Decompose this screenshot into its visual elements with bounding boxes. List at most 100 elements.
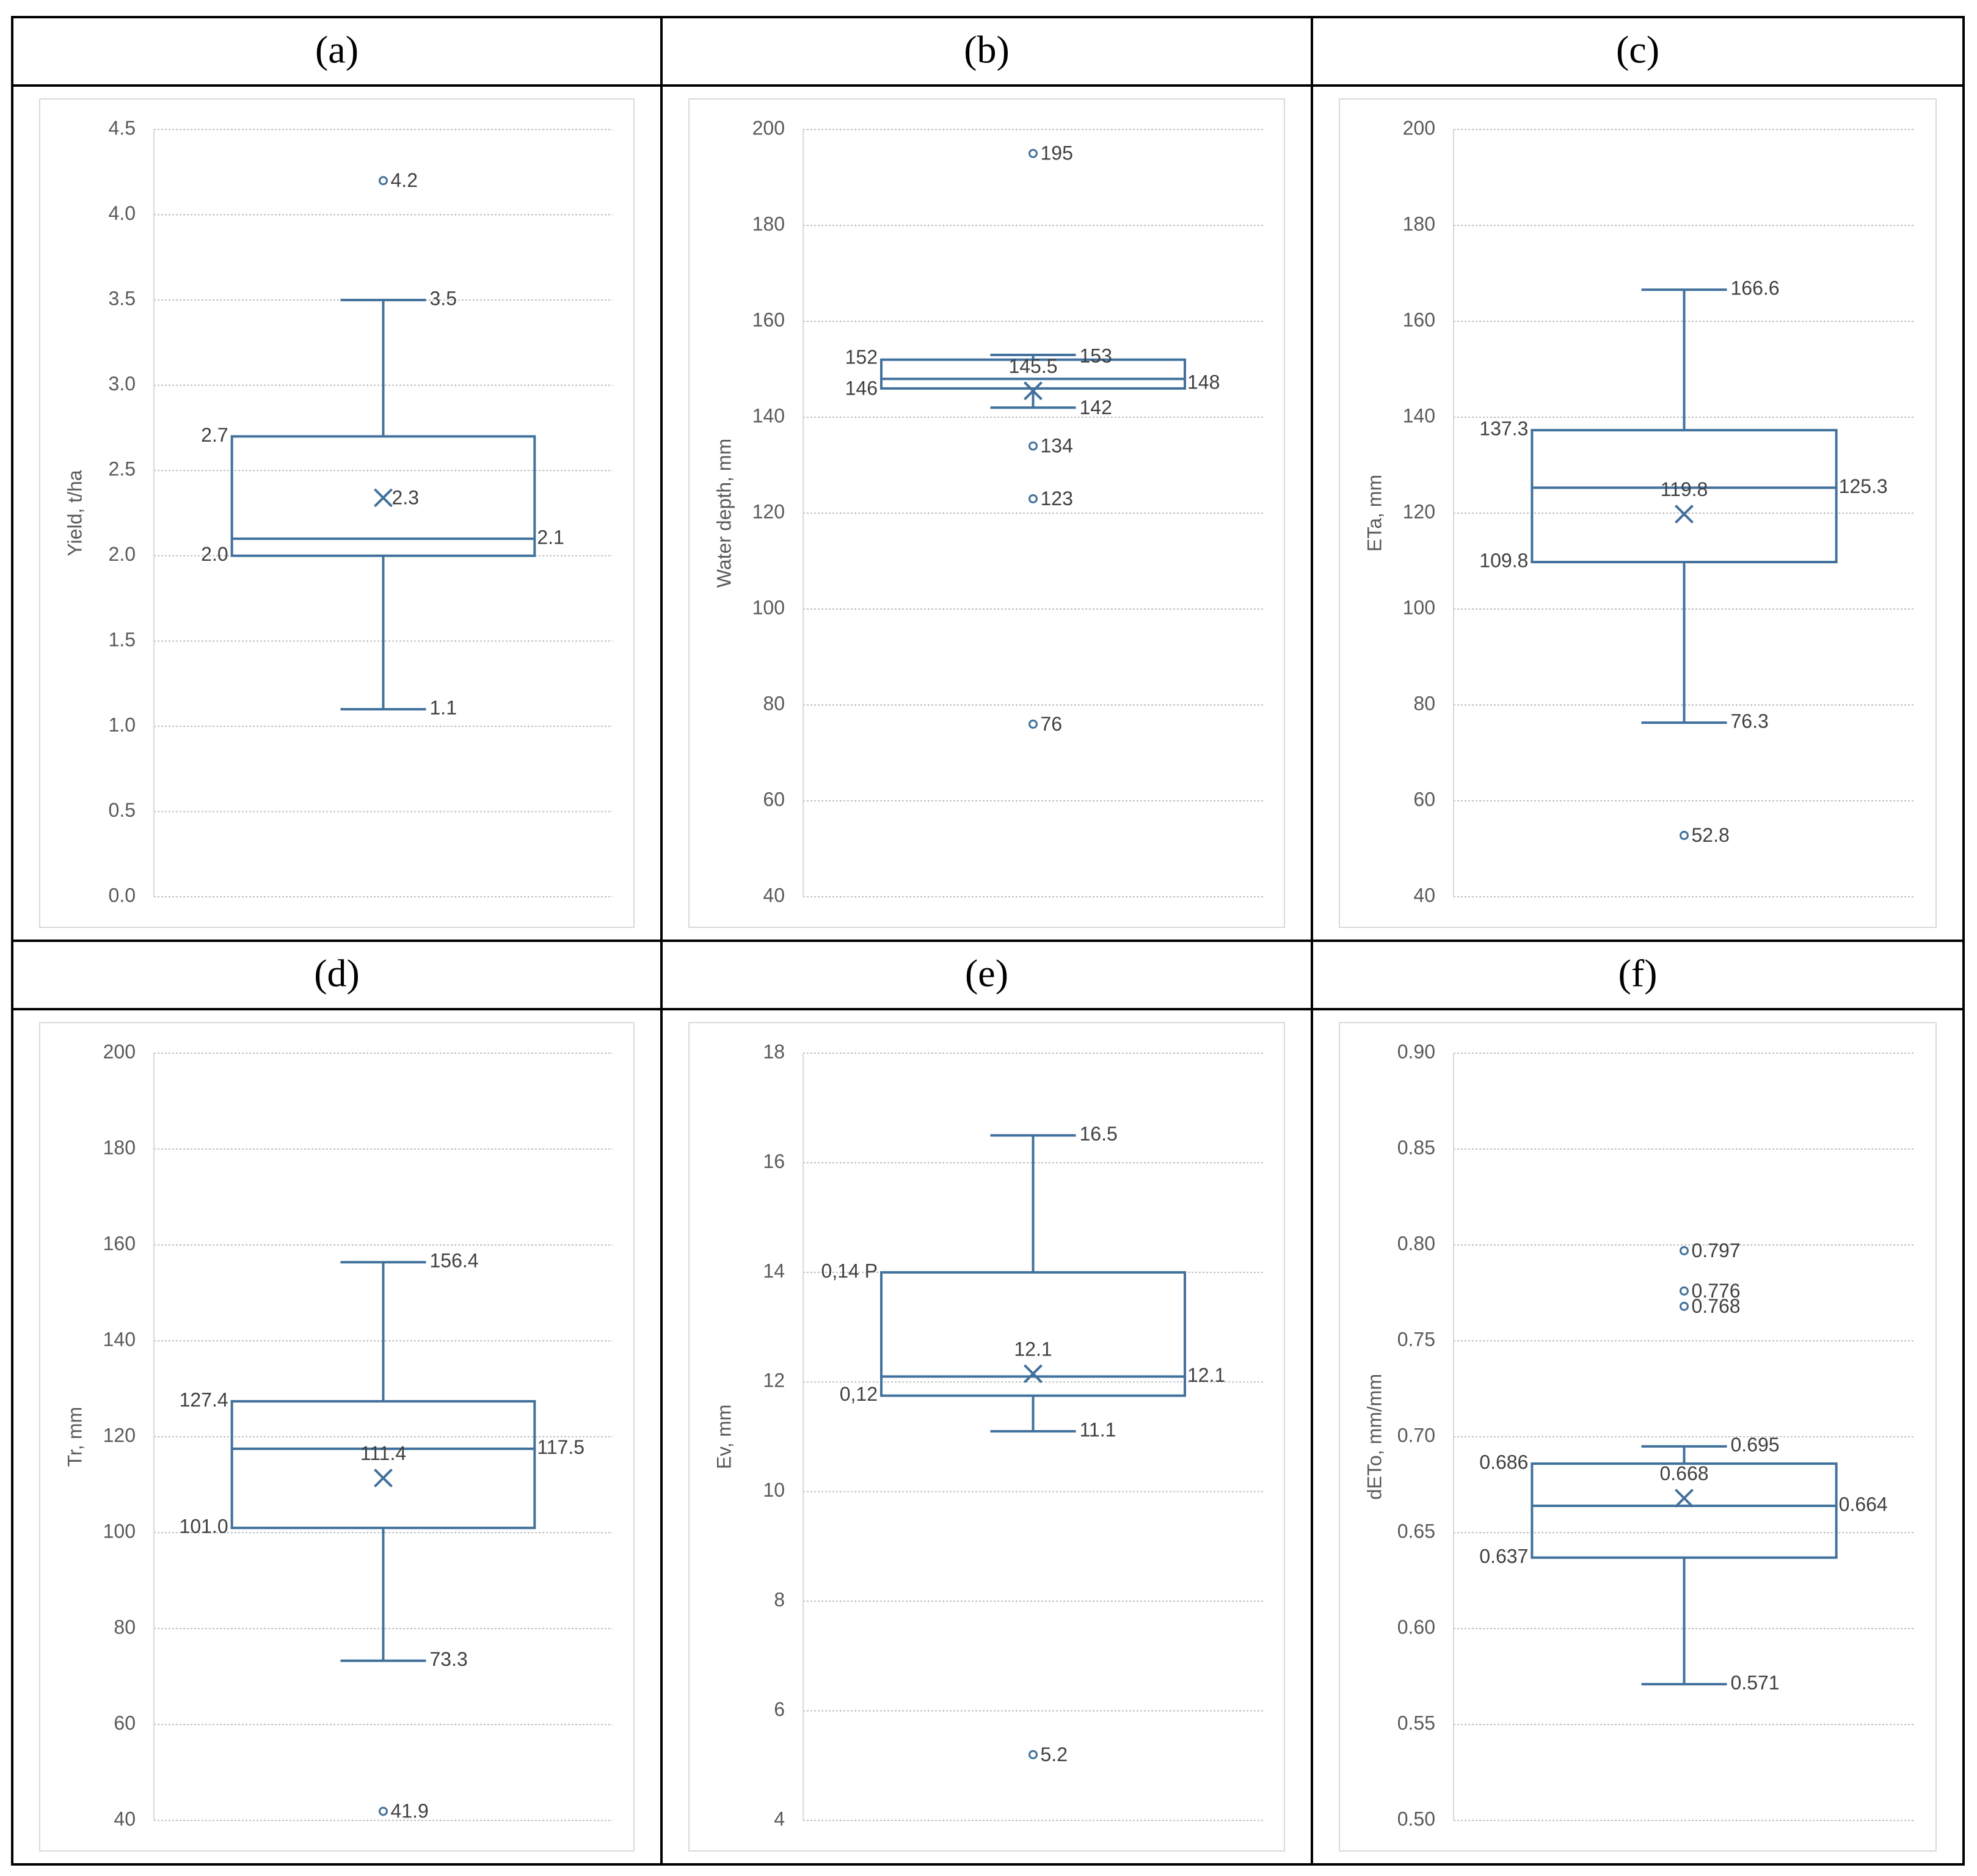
y-tick-label: 40 (114, 1808, 136, 1830)
y-tick-label: 8 (774, 1589, 785, 1611)
y-axis-title: Tr, mm (64, 1407, 86, 1467)
y-tick-label: 180 (752, 213, 785, 235)
y-tick-label: 4.5 (109, 117, 136, 139)
y-tick-label: 3.5 (109, 288, 136, 310)
whisker-low-label: 73.3 (430, 1648, 468, 1670)
y-tick-label: 160 (103, 1232, 136, 1254)
y-tick-label: 10 (763, 1479, 785, 1501)
y-tick-label: 0.80 (1397, 1232, 1435, 1254)
y-tick-label: 120 (103, 1424, 136, 1446)
q1-label: 0,12 (840, 1383, 878, 1405)
q3-label: 152 (845, 346, 878, 368)
outlier-label: 134 (1041, 435, 1073, 457)
q3-label: 2.7 (201, 424, 228, 446)
iqr-box (880, 1271, 1186, 1397)
q1-label: 2.0 (201, 543, 228, 565)
whisker-high-label: 3.5 (430, 288, 457, 310)
y-tick-label: 0.50 (1397, 1808, 1435, 1830)
outlier-label: 0.797 (1692, 1239, 1741, 1261)
y-tick-label: 120 (752, 500, 785, 522)
outlier-label: 5.2 (1041, 1743, 1068, 1765)
whisker-high-label: 16.5 (1080, 1123, 1118, 1145)
y-tick-label: 60 (1413, 788, 1435, 810)
iqr-box (230, 435, 536, 557)
outlier-label: 123 (1041, 487, 1073, 509)
outlier-label: 41.9 (391, 1800, 429, 1822)
outlier-point (379, 1806, 388, 1816)
median-label: 148 (1187, 371, 1220, 393)
outlier-point (1029, 441, 1038, 451)
mean-label: 0.668 (1659, 1462, 1708, 1484)
q3-label: 0.686 (1479, 1451, 1528, 1473)
outlier-point (1029, 494, 1038, 503)
outlier-point (379, 176, 388, 186)
panel-a: (a) 0.0 0.5 1.0 1.5 2.0 2.5 3.0 3.5 4.0 4.5 Yield, … (39, 28, 635, 928)
whisker-high-label: 156.4 (430, 1250, 479, 1272)
panel-title: (d) (314, 952, 360, 995)
y-tick-label: 100 (1403, 596, 1435, 618)
panel-title: (f) (1618, 952, 1658, 995)
y-tick-label: 40 (1413, 884, 1435, 906)
y-tick-label: 80 (1413, 692, 1435, 714)
y-axis-title: Ev, mm (713, 1404, 735, 1469)
y-tick-label: 60 (114, 1712, 136, 1734)
y-tick-label: 1.5 (109, 629, 136, 651)
mean-label: 2.3 (392, 486, 419, 508)
outlier-label: 0.776 (1692, 1280, 1741, 1302)
q3-label: 127.4 (180, 1389, 228, 1411)
panel-d: (d) 40 60 80 100 120 140 160 180 200 Tr, mm 41.9 156… (39, 952, 635, 1852)
panel-title: (b) (964, 28, 1010, 71)
mean-label: 12.1 (1014, 1338, 1052, 1360)
panel-c: (c) 40 60 80 100 120 140 160 180 200 ETa, mm 52.8 16… (1339, 28, 1937, 928)
y-tick-label: 200 (752, 117, 785, 139)
median-label: 12.1 (1187, 1364, 1225, 1386)
y-tick-label: 60 (763, 788, 785, 810)
whisker-low-label: 1.1 (430, 696, 457, 718)
y-tick-label: 80 (114, 1616, 136, 1638)
y-tick-label: 200 (1403, 117, 1435, 139)
outlier-point (1680, 1286, 1689, 1296)
y-tick-label: 14 (763, 1260, 785, 1282)
whisker-high-label: 153 (1080, 345, 1112, 367)
mean-label: 145.5 (1008, 355, 1057, 377)
y-tick-label: 140 (752, 404, 785, 426)
y-tick-label: 160 (1403, 308, 1435, 330)
outlier-point (1029, 719, 1038, 729)
y-axis-title: dETo, mm/mm (1363, 1374, 1385, 1500)
q1-label: 101.0 (180, 1516, 228, 1538)
y-tick-label: 80 (763, 692, 785, 714)
y-tick-label: 18 (763, 1040, 785, 1062)
whisker-high-label: 0.695 (1731, 1434, 1780, 1456)
iqr-box (880, 358, 1186, 390)
mean-marker (374, 1469, 393, 1487)
table-grid (11, 16, 1965, 1866)
outlier-label: 195 (1041, 142, 1073, 164)
y-tick-label: 4 (774, 1808, 785, 1830)
y-tick-label: 40 (763, 884, 785, 906)
mean-label: 119.8 (1661, 478, 1708, 500)
y-tick-label: 180 (1403, 213, 1435, 235)
whisker-low-label: 11.1 (1080, 1418, 1116, 1440)
y-tick-label: 0.90 (1397, 1040, 1435, 1062)
y-axis-title: Yield, t/ha (64, 470, 86, 556)
q1-label: 0.637 (1479, 1545, 1528, 1567)
q3-label: 137.3 (1479, 418, 1528, 440)
iqr-box (230, 1400, 536, 1530)
y-tick-label: 0.70 (1397, 1424, 1435, 1446)
y-tick-label: 0.65 (1397, 1520, 1435, 1542)
outlier-label: 4.2 (391, 169, 418, 191)
q3-label: 0,14 P (821, 1260, 878, 1282)
outlier-point (1680, 1301, 1689, 1311)
whisker-low-label: 76.3 (1731, 710, 1769, 732)
y-tick-label: 2.0 (109, 543, 136, 565)
panel-title: (a) (315, 28, 359, 71)
q1-label: 146 (845, 377, 878, 399)
outlier-point (1029, 1750, 1038, 1759)
mean-marker (1024, 381, 1043, 401)
whisker-high-label: 166.6 (1731, 277, 1780, 299)
outlier-point (1029, 148, 1038, 158)
y-tick-label: 100 (103, 1520, 136, 1542)
iqr-box (1531, 429, 1838, 564)
panel-title: (e) (965, 952, 1008, 995)
y-tick-label: 0.60 (1397, 1616, 1435, 1638)
